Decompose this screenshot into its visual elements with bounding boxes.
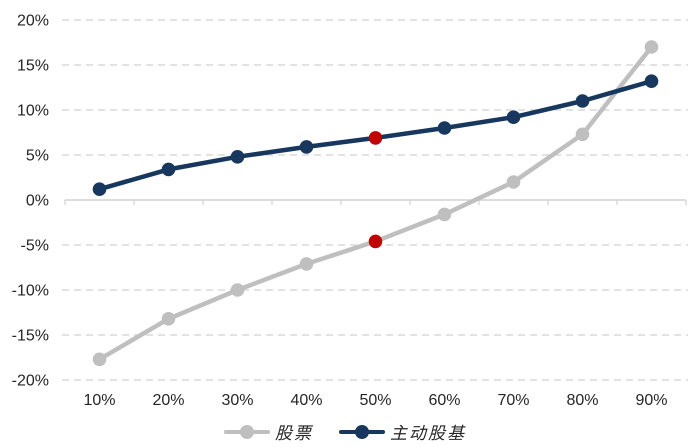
y-axis-tick-label: 10%: [17, 103, 49, 120]
legend-item-active-equity-funds: 主动股基: [339, 419, 466, 444]
active-equity-funds-data-point: [575, 94, 590, 108]
stocks-data-point: [437, 207, 452, 222]
x-axis-tick-label: 80%: [566, 392, 598, 409]
x-axis-tick-label: 20%: [152, 392, 184, 409]
active-equity-funds-data-point: [230, 150, 245, 164]
stocks-legend-marker-icon: [224, 424, 270, 439]
y-axis-tick-label: 20%: [17, 13, 49, 30]
stocks-data-point: [644, 40, 659, 54]
x-axis-tick-label: 90%: [635, 392, 667, 409]
stocks-highlight-point: [368, 234, 383, 249]
x-axis-tick-label: 40%: [290, 392, 322, 409]
x-axis-tick-label: 50%: [359, 392, 391, 409]
active-equity-funds-data-point: [644, 74, 659, 88]
chart-legend: 股票 主动股基: [0, 416, 690, 447]
x-axis-tick-label: 30%: [221, 392, 253, 409]
y-axis-tick-label: -5%: [21, 238, 49, 255]
active-equity-funds-legend-marker-icon: [339, 424, 385, 439]
active-equity-funds-highlight-point: [368, 131, 383, 145]
y-axis-tick-label: 5%: [26, 148, 49, 165]
x-axis-tick-label: 10%: [83, 392, 115, 409]
legend-label: 股票: [275, 424, 313, 444]
active-equity-funds-data-point: [506, 110, 521, 124]
active-equity-funds-data-point: [299, 140, 314, 154]
y-axis-tick-label: 0%: [26, 193, 49, 210]
active-equity-funds-data-point: [437, 121, 452, 135]
legend-label: 主动股基: [390, 424, 466, 444]
y-axis-tick-label: -15%: [12, 328, 49, 345]
stocks-data-point: [161, 312, 176, 326]
y-axis-tick-label: 15%: [17, 58, 49, 75]
stocks-series-line: [97, 44, 654, 362]
active-equity-funds-data-point: [161, 162, 176, 177]
stocks-data-point: [575, 127, 590, 142]
x-axis-tick-label: 60%: [428, 392, 460, 409]
line-chart-plot: 20% 15% 10% 5% 0% -5% -10% -15% -20% 10% 20% 30% 40%…: [12, 13, 688, 409]
legend-item-stocks: 股票: [224, 419, 313, 444]
active-equity-funds-data-point: [92, 182, 107, 196]
stocks-data-point: [230, 283, 245, 297]
stocks-data-point: [299, 257, 314, 271]
y-axis-tick-label: -20%: [12, 373, 49, 390]
stocks-data-point: [92, 352, 107, 367]
y-axis-tick-label: -10%: [12, 283, 49, 300]
x-axis-tick-label: 70%: [497, 392, 529, 409]
stocks-data-point: [506, 175, 521, 189]
